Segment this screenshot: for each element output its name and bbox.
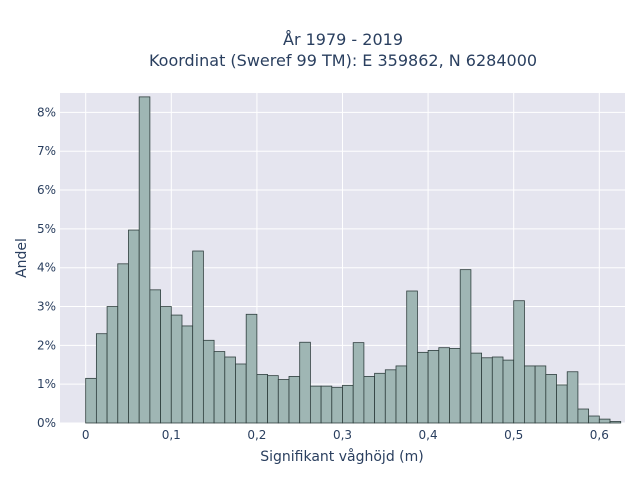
x-axis-ticks: 0 0,1 0,2 0,3 0,4 0,5 0,6 — [82, 428, 609, 442]
histogram-bar — [556, 384, 568, 424]
x-tick-label: 0 — [82, 428, 90, 442]
histogram-bar — [524, 365, 536, 424]
histogram-bar — [267, 375, 279, 424]
histogram-bar — [181, 325, 194, 424]
y-axis-label: Andel — [14, 238, 30, 278]
bars-group — [85, 96, 622, 424]
histogram-bar — [502, 359, 515, 424]
y-axis-ticks: 0% 1% 2% 3% 4% 5% 6% 7% 8% — [37, 105, 56, 430]
histogram-bar — [438, 347, 450, 424]
histogram-bar — [213, 351, 226, 424]
histogram-bar — [192, 250, 204, 424]
histogram-bar — [138, 96, 151, 424]
histogram-bar — [384, 369, 397, 424]
histogram-bar — [170, 314, 183, 424]
histogram-bar — [545, 374, 557, 424]
x-tick-label: 0,6 — [590, 428, 609, 442]
histogram-bar — [374, 372, 386, 424]
histogram-bar — [598, 418, 611, 424]
histogram-bar — [149, 289, 161, 424]
histogram-bar — [256, 374, 268, 424]
y-tick-label: 4% — [37, 261, 56, 275]
y-tick-label: 0% — [37, 416, 56, 430]
histogram-bar — [577, 408, 590, 424]
histogram-bar — [417, 351, 429, 424]
chart-title-line1: År 1979 - 2019 — [283, 30, 403, 49]
y-tick-label: 1% — [37, 377, 56, 391]
x-axis-label: Signifikant våghöjd (m) — [260, 448, 423, 465]
histogram-bar — [235, 363, 247, 424]
histogram-bar — [288, 376, 301, 424]
histogram-bar — [588, 415, 600, 424]
histogram-bar — [363, 376, 376, 424]
histogram-bar — [449, 348, 461, 424]
y-tick-label: 6% — [37, 183, 56, 197]
histogram-bar — [245, 313, 258, 424]
histogram-bar — [427, 349, 440, 424]
histogram-bar — [277, 379, 290, 424]
x-tick-label: 0,4 — [419, 428, 438, 442]
y-tick-label: 3% — [37, 300, 56, 314]
y-tick-label: 8% — [37, 105, 56, 119]
histogram-bar — [459, 269, 472, 424]
histogram-bar — [117, 263, 129, 424]
histogram-bar — [352, 342, 365, 424]
histogram-bar — [566, 371, 579, 424]
y-tick-label: 2% — [37, 338, 56, 352]
histogram-bar — [406, 290, 418, 424]
histogram-bar — [395, 365, 408, 424]
histogram-bar — [202, 339, 215, 424]
histogram-bar — [85, 377, 97, 424]
histogram-bar — [481, 357, 493, 424]
histogram-bar — [299, 341, 311, 424]
histogram-bar — [609, 421, 622, 424]
y-tick-label: 5% — [37, 222, 56, 236]
histogram-bar — [331, 386, 343, 424]
x-tick-label: 0,1 — [162, 428, 181, 442]
x-tick-label: 0,2 — [247, 428, 266, 442]
histogram-bar — [106, 306, 119, 424]
chart-title-line2: Koordinat (Sweref 99 TM): E 359862, N 62… — [149, 51, 537, 70]
histogram-bar — [320, 385, 333, 424]
histogram-bar — [470, 352, 483, 424]
histogram-bar — [491, 356, 504, 424]
x-tick-label: 0,3 — [333, 428, 352, 442]
histogram-bar — [224, 356, 236, 424]
x-tick-label: 0,5 — [504, 428, 523, 442]
histogram-bar — [95, 333, 108, 424]
histogram-bar — [160, 306, 172, 424]
histogram-bar — [128, 229, 140, 424]
histogram-bar — [342, 384, 354, 424]
histogram-bar — [309, 385, 322, 424]
histogram-bar — [513, 300, 525, 424]
y-tick-label: 7% — [37, 144, 56, 158]
histogram-bar — [534, 365, 547, 424]
